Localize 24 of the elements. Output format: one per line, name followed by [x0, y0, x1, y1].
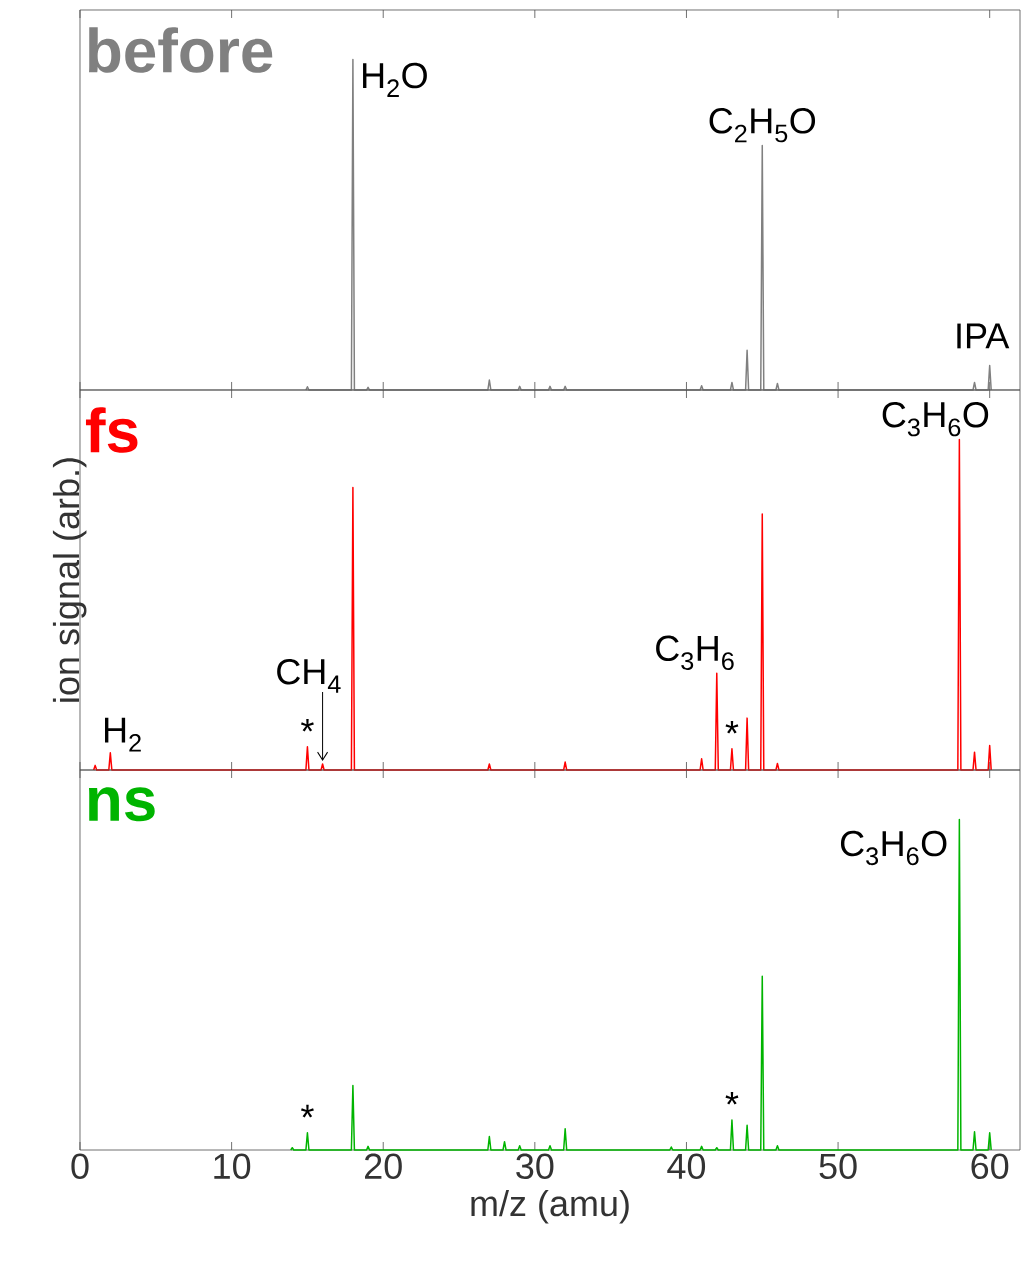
- x-tick-label: 30: [516, 1153, 554, 1180]
- annotation: H$_{2}$O: [363, 62, 427, 97]
- annotation: *: [301, 1104, 314, 1118]
- chart-title: fs: [85, 407, 138, 453]
- chart-title: before: [89, 27, 273, 73]
- annotation: H$_{2}$: [105, 717, 141, 752]
- annotation: C$_{3}$H$_{6}$: [656, 635, 734, 670]
- annotation: *: [725, 720, 739, 734]
- chart-title: ns: [89, 787, 155, 822]
- x-tick-label: 20: [365, 1153, 402, 1180]
- annotation: *: [301, 718, 314, 732]
- y-axis-title: ion signal (arb.): [52, 458, 87, 702]
- x-tick-label: 60: [971, 1153, 1009, 1180]
- annotation: C$_{2}$H$_{5}$O: [709, 108, 816, 143]
- annotation: C$_{3}$H$_{6}$O: [840, 830, 947, 866]
- x-tick-label: 10: [214, 1153, 251, 1180]
- annotation: CH$_{4}$: [277, 658, 341, 693]
- annotation: IPA: [957, 323, 1010, 349]
- x-tick-label: 0: [71, 1153, 89, 1180]
- annotation: *: [725, 1091, 739, 1105]
- x-axis-title: m/z (amu): [471, 1189, 629, 1224]
- x-tick-label: 50: [819, 1153, 857, 1180]
- x-tick-label: 40: [667, 1153, 706, 1180]
- annotation: C$_{3}$H$_{6}$O: [882, 401, 989, 437]
